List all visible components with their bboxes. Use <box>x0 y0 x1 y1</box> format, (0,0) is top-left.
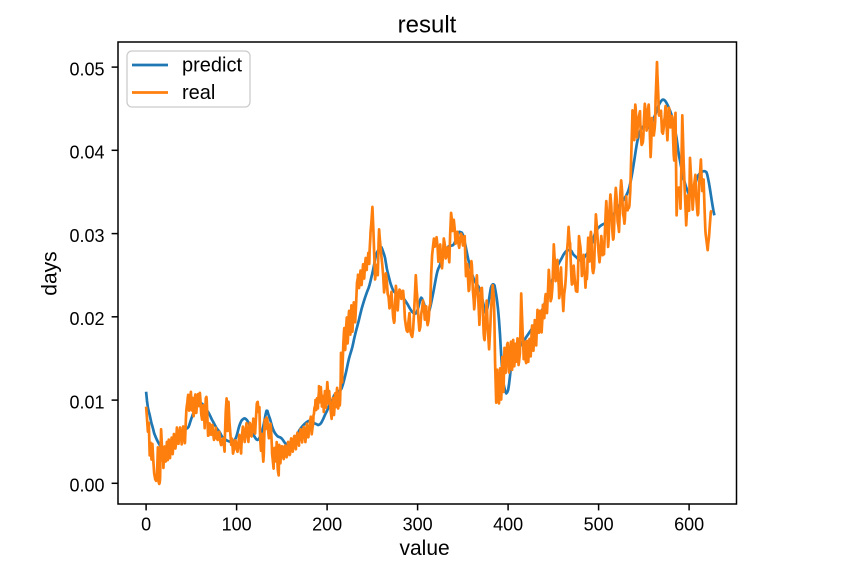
svg-text:value: value <box>399 537 449 560</box>
svg-text:500: 500 <box>584 515 614 535</box>
svg-text:0.03: 0.03 <box>69 226 104 246</box>
svg-text:0.00: 0.00 <box>69 476 104 496</box>
svg-text:0.01: 0.01 <box>69 392 104 412</box>
svg-text:0: 0 <box>141 515 151 535</box>
svg-text:600: 600 <box>674 515 704 535</box>
svg-text:300: 300 <box>403 515 433 535</box>
svg-text:0.02: 0.02 <box>69 309 104 329</box>
svg-text:200: 200 <box>312 515 342 535</box>
svg-text:0.04: 0.04 <box>69 143 104 163</box>
svg-text:result: result <box>398 12 457 39</box>
svg-text:0.05: 0.05 <box>69 59 104 79</box>
svg-text:predict: predict <box>182 55 242 77</box>
svg-text:400: 400 <box>493 515 523 535</box>
svg-text:100: 100 <box>222 515 252 535</box>
svg-text:real: real <box>182 82 215 104</box>
svg-text:days: days <box>39 251 62 295</box>
